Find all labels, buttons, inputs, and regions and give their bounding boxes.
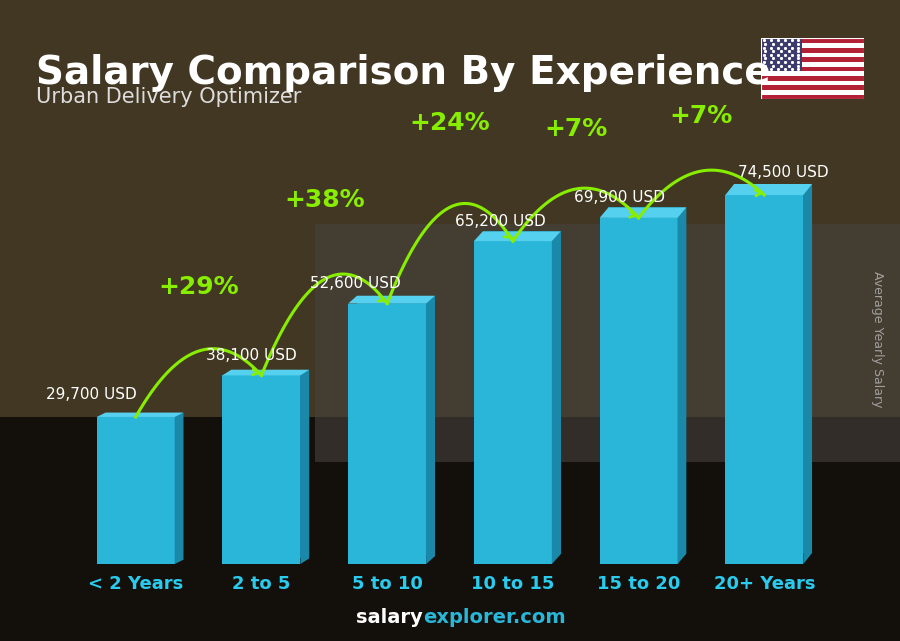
Polygon shape [348, 296, 435, 304]
Bar [760, 90, 864, 95]
Polygon shape [0, 417, 900, 641]
Polygon shape [96, 417, 175, 564]
Bar [760, 53, 864, 57]
Polygon shape [482, 231, 561, 554]
Bar [760, 48, 864, 53]
Polygon shape [725, 184, 812, 195]
Bar [760, 67, 864, 71]
Polygon shape [599, 208, 687, 218]
Bar [760, 76, 864, 81]
Polygon shape [734, 184, 812, 553]
Text: +38%: +38% [284, 188, 364, 212]
Polygon shape [725, 195, 804, 564]
Polygon shape [301, 370, 310, 564]
Polygon shape [474, 231, 561, 241]
Polygon shape [357, 296, 435, 556]
Text: 74,500 USD: 74,500 USD [738, 165, 829, 180]
Text: 52,600 USD: 52,600 USD [310, 276, 401, 291]
Polygon shape [222, 376, 301, 564]
Polygon shape [804, 184, 812, 564]
Bar [760, 38, 802, 71]
Bar [760, 81, 864, 85]
Text: 29,700 USD: 29,700 USD [46, 387, 137, 402]
Text: +29%: +29% [158, 274, 238, 299]
Polygon shape [96, 413, 184, 417]
Polygon shape [599, 218, 678, 564]
Bar [760, 95, 864, 99]
Text: +7%: +7% [670, 104, 734, 128]
Polygon shape [315, 224, 900, 462]
Polygon shape [678, 208, 687, 564]
Bar [760, 71, 864, 76]
Polygon shape [175, 413, 184, 564]
Bar [760, 38, 864, 43]
Polygon shape [348, 304, 426, 564]
Text: +24%: +24% [410, 111, 490, 135]
Polygon shape [222, 370, 310, 376]
Bar [760, 62, 864, 67]
Polygon shape [474, 241, 552, 564]
Bar [760, 43, 864, 48]
Text: Salary Comparison By Experience: Salary Comparison By Experience [36, 54, 770, 92]
Polygon shape [231, 370, 310, 558]
Polygon shape [426, 296, 435, 564]
Polygon shape [105, 413, 184, 560]
Polygon shape [552, 231, 561, 564]
Text: Urban Delivery Optimizer: Urban Delivery Optimizer [36, 87, 302, 106]
Text: salary: salary [356, 608, 423, 627]
Text: +7%: +7% [544, 117, 608, 141]
Text: 38,100 USD: 38,100 USD [206, 348, 297, 363]
Text: 69,900 USD: 69,900 USD [574, 190, 665, 206]
Text: Average Yearly Salary: Average Yearly Salary [871, 272, 884, 408]
Bar [760, 85, 864, 90]
Text: explorer.com: explorer.com [423, 608, 565, 627]
Text: 65,200 USD: 65,200 USD [454, 213, 545, 229]
Bar [760, 57, 864, 62]
Polygon shape [608, 208, 687, 554]
Polygon shape [0, 0, 900, 417]
